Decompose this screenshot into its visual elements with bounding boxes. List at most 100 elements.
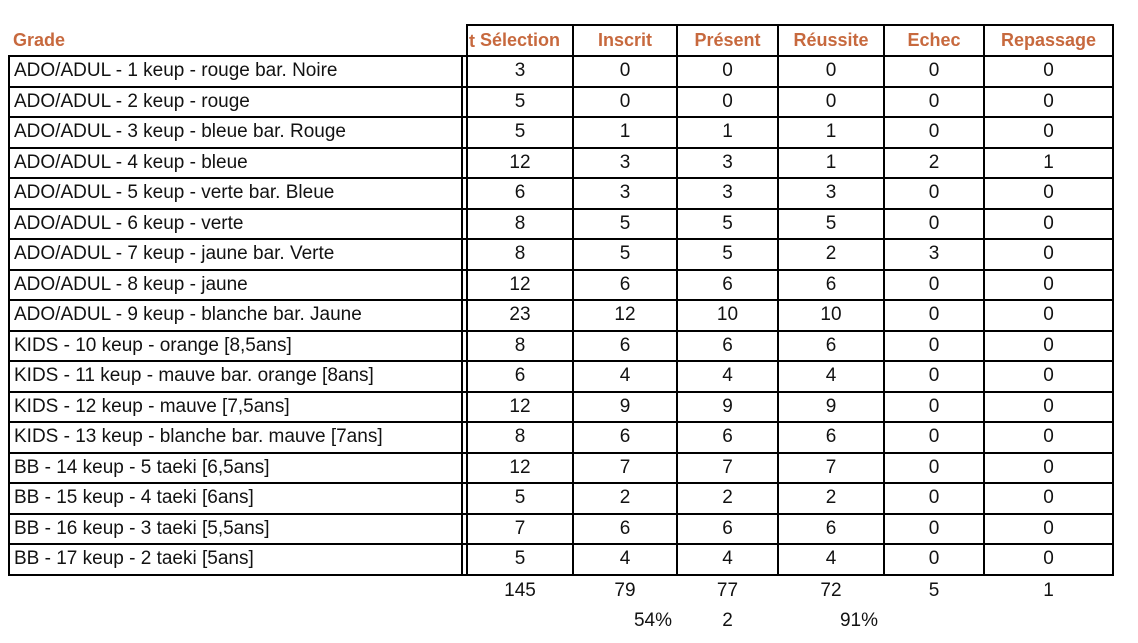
present-cell[interactable]: 10 [676,299,779,332]
selection-cell[interactable]: 8 [466,329,574,362]
grade-cell[interactable]: ADO/ADUL - 3 keup - bleue bar. Rouge [8,116,463,149]
reussite-cell[interactable]: 6 [777,268,885,301]
inscrit-cell[interactable]: 4 [572,543,678,576]
grade-cell[interactable]: ADO/ADUL - 6 keup - verte [8,207,463,240]
selection-cell[interactable]: 12 [466,390,574,423]
grade-cell[interactable]: BB - 14 keup - 5 taeki [6,5ans] [8,451,463,484]
total-echec[interactable]: 5 [928,579,940,601]
selection-cell[interactable]: 7 [466,512,574,545]
present-cell[interactable]: 6 [676,329,779,362]
echec-cell[interactable]: 3 [883,238,985,271]
grade-cell[interactable]: KIDS - 13 keup - blanche bar. mauve [7an… [8,421,463,454]
repassage-cell[interactable]: 0 [983,360,1114,393]
selection-cell[interactable]: 12 [466,451,574,484]
repassage-cell[interactable]: 0 [983,482,1114,515]
reussite-cell[interactable]: 3 [777,177,885,210]
reussite-cell[interactable]: 6 [777,421,885,454]
reussite-column-header[interactable]: Réussite [777,24,885,57]
total-repassage[interactable]: 1 [1043,579,1054,601]
repassage-cell[interactable]: 1 [983,146,1114,179]
repassage-cell[interactable]: 0 [983,177,1114,210]
inscrit-cell[interactable]: 6 [572,421,678,454]
total-selection[interactable]: 145 [504,579,536,601]
grade-cell[interactable]: BB - 16 keup - 3 taeki [5,5ans] [8,512,463,545]
reussite-cell[interactable]: 0 [777,55,885,88]
inscrit-column-header[interactable]: Inscrit [572,24,678,57]
selection-cell[interactable]: 3 [466,55,574,88]
echec-cell[interactable]: 0 [883,177,985,210]
repassage-cell[interactable]: 0 [983,55,1114,88]
repassage-cell[interactable]: 0 [983,116,1114,149]
present-cell[interactable]: 4 [676,360,779,393]
echec-cell[interactable]: 0 [883,85,985,118]
echec-cell[interactable]: 0 [883,482,985,515]
inscrit-cell[interactable]: 0 [572,85,678,118]
selection-column-header[interactable]: t Sélection [466,24,574,57]
repassage-cell[interactable]: 0 [983,268,1114,301]
present-cell[interactable]: 0 [676,85,779,118]
grade-cell[interactable]: BB - 17 keup - 2 taeki [5ans] [8,543,463,576]
inscrit-cell[interactable]: 2 [572,482,678,515]
reussite-cell[interactable]: 5 [777,207,885,240]
total-present[interactable]: 77 [716,579,739,601]
reussite-cell[interactable]: 2 [777,482,885,515]
selection-cell[interactable]: 5 [466,482,574,515]
inscrit-cell[interactable]: 12 [572,299,678,332]
total-inscrit[interactable]: 79 [614,579,636,601]
present-cell[interactable]: 4 [676,543,779,576]
reussite-cell[interactable]: 6 [777,329,885,362]
selection-cell[interactable]: 8 [466,421,574,454]
selection-cell[interactable]: 6 [466,177,574,210]
inscrit-cell[interactable]: 7 [572,451,678,484]
repassage-cell[interactable]: 0 [983,543,1114,576]
repassage-cell[interactable]: 0 [983,451,1114,484]
inscrit-cell[interactable]: 0 [572,55,678,88]
echec-cell[interactable]: 0 [883,329,985,362]
repassage-cell[interactable]: 0 [983,85,1114,118]
present-cell[interactable]: 6 [676,421,779,454]
echec-cell[interactable]: 0 [883,268,985,301]
echec-cell[interactable]: 0 [883,421,985,454]
echec-cell[interactable]: 0 [883,512,985,545]
repassage-cell[interactable]: 0 [983,512,1114,545]
inscrit-cell[interactable]: 4 [572,360,678,393]
repassage-cell[interactable]: 0 [983,390,1114,423]
grade-cell[interactable]: ADO/ADUL - 1 keup - rouge bar. Noire [8,55,463,88]
grade-cell[interactable]: ADO/ADUL - 9 keup - blanche bar. Jaune [8,299,463,332]
grade-cell[interactable]: KIDS - 10 keup - orange [8,5ans] [8,329,463,362]
echec-cell[interactable]: 0 [883,116,985,149]
repassage-cell[interactable]: 0 [983,238,1114,271]
echec-cell[interactable]: 2 [883,146,985,179]
present-diff-cell[interactable]: 2 [677,606,778,637]
present-cell[interactable]: 3 [676,177,779,210]
inscrit-cell[interactable]: 9 [572,390,678,423]
echec-cell[interactable]: 0 [883,390,985,423]
reussite-rate-cell[interactable]: 91% [778,606,884,637]
grade-cell[interactable]: ADO/ADUL - 5 keup - verte bar. Bleue [8,177,463,210]
grade-column-header[interactable]: Grade [13,29,66,50]
grade-cell[interactable]: ADO/ADUL - 2 keup - rouge [8,85,463,118]
reussite-cell[interactable]: 9 [777,390,885,423]
reussite-cell[interactable]: 0 [777,85,885,118]
reussite-cell[interactable]: 1 [777,116,885,149]
present-cell[interactable]: 3 [676,146,779,179]
present-cell[interactable]: 5 [676,207,779,240]
selection-cell[interactable]: 5 [466,85,574,118]
selection-cell[interactable]: 5 [466,116,574,149]
selection-cell[interactable]: 12 [466,268,574,301]
inscrit-cell[interactable]: 5 [572,207,678,240]
inscrit-cell[interactable]: 6 [572,268,678,301]
inscrit-cell[interactable]: 5 [572,238,678,271]
repassage-column-header[interactable]: Repassage [983,24,1114,57]
grade-cell[interactable]: KIDS - 11 keup - mauve bar. orange [8ans… [8,360,463,393]
inscrit-cell[interactable]: 6 [572,512,678,545]
present-cell[interactable]: 0 [676,55,779,88]
reussite-cell[interactable]: 1 [777,146,885,179]
reussite-cell[interactable]: 10 [777,299,885,332]
present-cell[interactable]: 1 [676,116,779,149]
repassage-cell[interactable]: 0 [983,421,1114,454]
grade-cell[interactable]: ADO/ADUL - 7 keup - jaune bar. Verte [8,238,463,271]
present-cell[interactable]: 9 [676,390,779,423]
inscrit-cell[interactable]: 3 [572,177,678,210]
grade-cell[interactable]: KIDS - 12 keup - mauve [7,5ans] [8,390,463,423]
